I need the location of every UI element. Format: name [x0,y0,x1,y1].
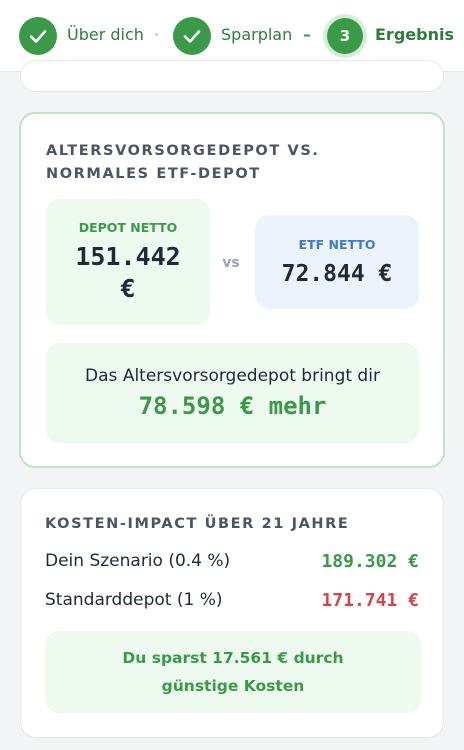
savings-box: Du sparst 17.561 € durch günstige Kosten [45,631,421,713]
card-title: KOSTEN-IMPACT ÜBER 21 JAHRE [45,516,350,532]
comparison-card: ALTERSVORSORGEDEPOT VS. NORMALES ETF-DEP… [19,112,445,468]
depot-box: DEPOT NETTO 151.442 € [46,199,210,325]
step-current-icon [323,14,367,58]
etf-label: ETF NETTO [298,236,376,252]
step-label[interactable]: Über dich [67,25,144,44]
savings-text: Du sparst 17.561 € durch günstige Kosten [122,649,344,695]
summary-text: Das Altersvorsorgedepot bringt dir [85,366,380,386]
etf-value: 72.844 € [281,260,393,287]
step-label[interactable]: Ergebnis [375,25,454,44]
vs-label: vs [222,255,240,271]
cost-label: Dein Szenario (0.4 %) [45,551,231,571]
step-separator: · [154,25,160,44]
previous-card [20,60,444,92]
step-separator: – [303,25,311,44]
step-number: 3 [339,27,351,45]
card-title: ALTERSVORSORGEDEPOT VS. NORMALES ETF-DEP… [46,143,320,182]
cost-value: 189.302 € [321,551,419,572]
cost-label: Standarddepot (1 %) [45,590,223,610]
depot-label: DEPOT NETTO [78,219,178,235]
step-done-icon [19,17,57,55]
costs-card: KOSTEN-IMPACT ÜBER 21 JAHRE Dein Szenari… [20,488,444,738]
cost-value: 171.741 € [321,590,419,611]
summary-value: 78.598 € mehr [138,392,327,420]
depot-value: 151.442 € [75,241,181,303]
summary-box: Das Altersvorsorgedepot bringt dir 78.59… [46,343,419,443]
step-done-icon [173,17,211,55]
etf-box: ETF NETTO 72.844 € [255,215,419,309]
step-label[interactable]: Sparplan [221,25,293,44]
